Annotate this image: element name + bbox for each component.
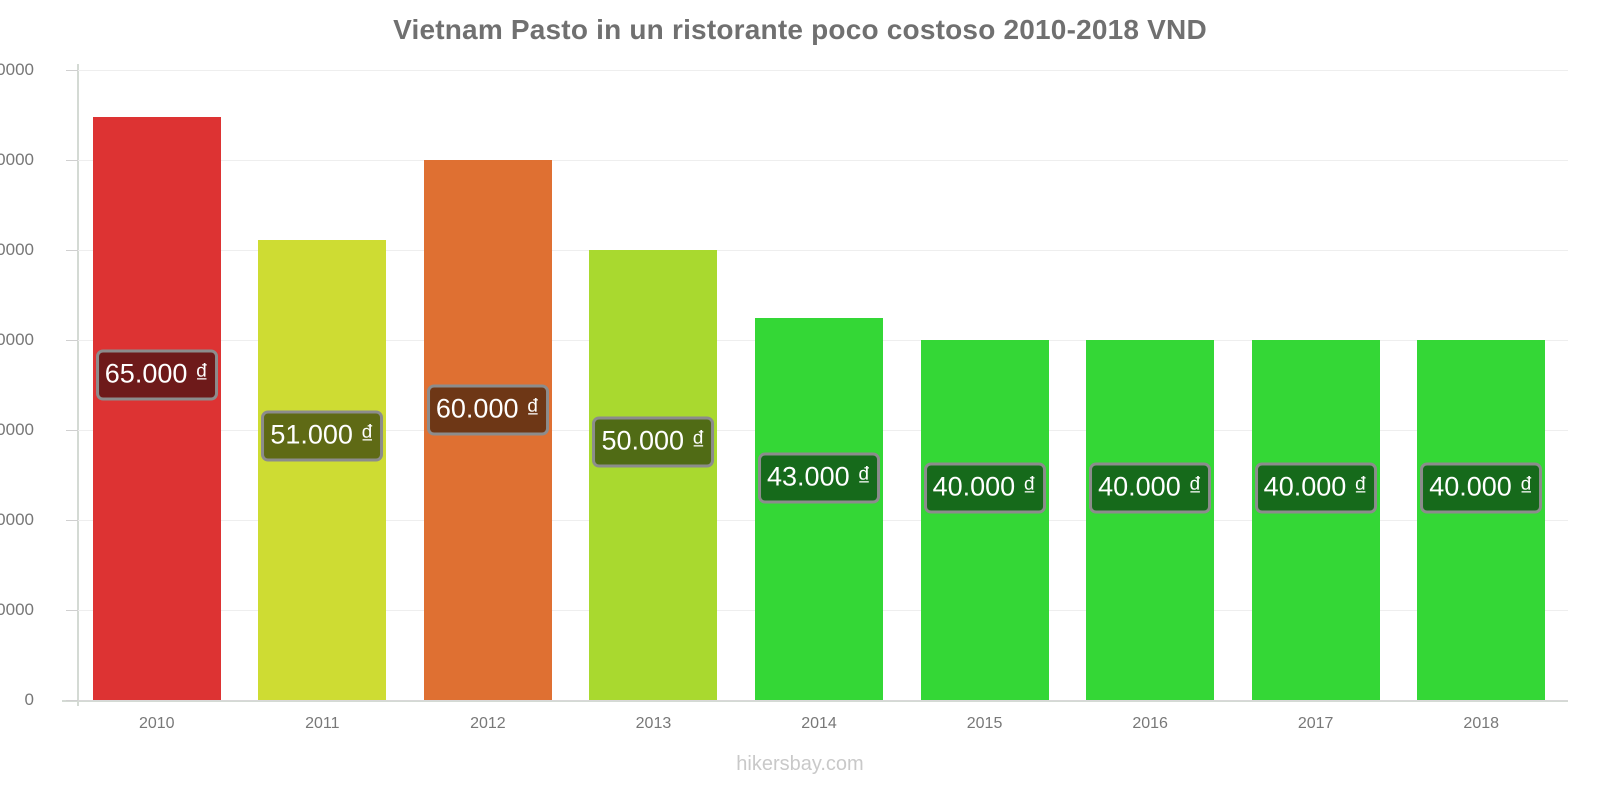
bar-2016[interactable] [1086,340,1215,700]
x-axis-tick-label-2017: 2017 [1297,715,1334,732]
chart-title: Vietnam Pasto in un ristorante poco cost… [393,14,1207,45]
gridline [78,700,1568,701]
y-tick-mark [66,520,78,521]
bar-2018[interactable] [1417,340,1546,700]
y-axis-tick-label: 30000 [0,420,34,439]
bar-2015[interactable] [920,340,1049,700]
bar-value-label-2016: 40.000 ₫ [1089,462,1212,514]
y-axis-tick-label: 10000 [0,600,34,619]
y-tick-mark [66,340,78,341]
y-axis-tick-label: 70000 [0,60,34,79]
x-axis-tick-label-2013: 2013 [635,715,672,732]
y-axis-tick-label: 40000 [0,330,34,349]
x-axis-tick-label-2015: 2015 [966,715,1003,732]
bar-2014[interactable] [755,317,883,700]
y-tick-mark [66,160,78,161]
x-axis-line [62,700,1568,702]
bar-value-label-2014: 43.000 ₫ [758,452,880,504]
y-tick-mark [66,610,78,611]
bar-value-label-2011: 51.000 ₫ [261,410,384,462]
y-axis-tick-label: 0 [24,690,34,709]
watermark: hikersbay.com [736,753,864,775]
y-tick-mark [66,70,78,71]
bar-2010[interactable] [92,116,221,700]
bar-value-label-2010: 65.000 ₫ [95,349,218,401]
x-axis-tick-label-2012: 2012 [470,715,506,732]
plot-area: 0 10000 20000 30000 40000 50000 60000 70000 65.0… [0,60,1568,709]
bar-value-label-2013: 50.000 ₫ [592,416,715,468]
bar-2017[interactable] [1251,340,1380,700]
gridline [78,250,1568,251]
x-axis-tick-label-2014: 2014 [801,715,837,732]
gridline [78,70,1568,71]
x-axis-tick-label-2016: 2016 [1132,715,1168,732]
y-tick-mark [66,700,78,701]
bar-value-label-2018: 40.000 ₫ [1420,462,1543,514]
y-axis-tick-label: 60000 [0,150,34,169]
y-axis-tick-label: 50000 [0,240,34,259]
bar-2013[interactable] [589,250,718,700]
y-tick-mark [66,430,78,431]
bar-value-label-2012: 60.000 ₫ [426,384,549,436]
y-axis-line [77,64,79,706]
y-tick-mark [66,250,78,251]
x-axis-tick-label-2010: 2010 [138,715,175,732]
bar-value-label-2017: 40.000 ₫ [1254,462,1377,514]
gridline [78,160,1568,161]
bar-value-label-2015: 40.000 ₫ [923,462,1046,514]
x-axis-tick-label-2011: 2011 [305,715,340,732]
x-axis-tick-label-2018: 2018 [1463,715,1500,732]
bar-2011[interactable] [258,240,387,700]
y-axis-tick-label: 20000 [0,510,34,529]
